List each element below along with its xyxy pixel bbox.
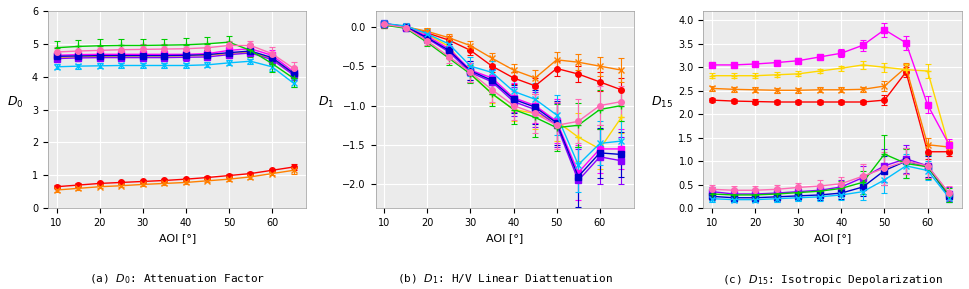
X-axis label: AOI [°]: AOI [°] [159, 233, 196, 243]
Y-axis label: $D_0$: $D_0$ [7, 95, 23, 110]
Title: (c) $D_{15}$: Isotropic Depolarization: (c) $D_{15}$: Isotropic Depolarization [723, 273, 943, 287]
Title: (b) $D_1$: H/V Linear Diattenuation: (b) $D_1$: H/V Linear Diattenuation [397, 273, 612, 286]
Y-axis label: $D_{15}$: $D_{15}$ [650, 95, 672, 110]
X-axis label: AOI [°]: AOI [°] [486, 233, 523, 243]
Y-axis label: $D_1$: $D_1$ [318, 95, 334, 110]
Title: (a) $D_0$: Attenuation Factor: (a) $D_0$: Attenuation Factor [89, 273, 266, 286]
X-axis label: AOI [°]: AOI [°] [814, 233, 852, 243]
